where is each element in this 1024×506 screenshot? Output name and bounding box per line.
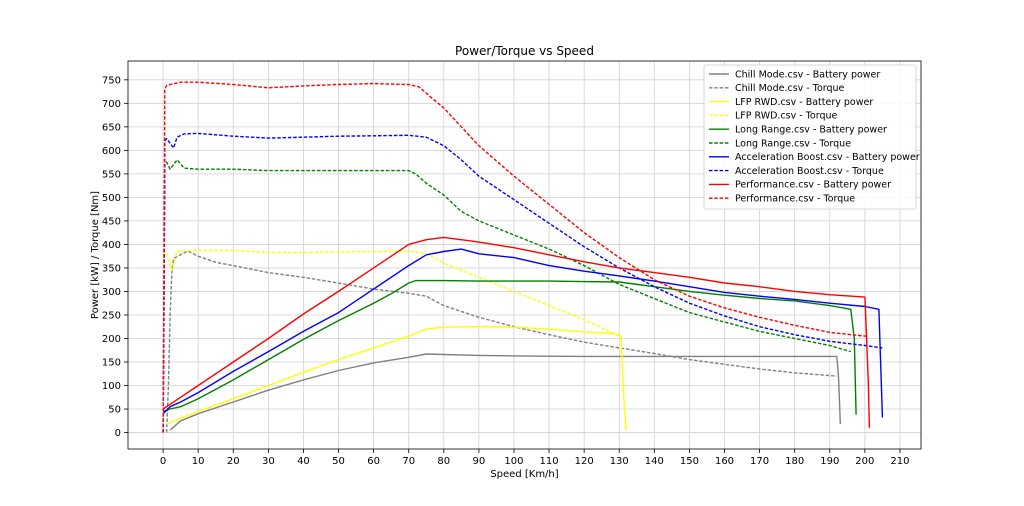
legend-box: [703, 64, 917, 210]
x-tick-label: 90: [473, 456, 486, 467]
y-tick-label: 450: [102, 216, 121, 227]
legend-entry: Performance.csv - Battery power: [735, 180, 891, 191]
x-tick-label: 170: [750, 456, 769, 467]
y-tick-label: 400: [102, 240, 121, 251]
y-tick-label: 550: [102, 169, 121, 180]
series-line-3: [166, 326, 627, 431]
y-axis-label: Power [kW] / Torque [Nm]: [90, 191, 101, 319]
y-tick-label: 700: [102, 99, 121, 110]
x-tick-label: 180: [785, 456, 804, 467]
y-tick-label: 600: [102, 146, 121, 157]
x-tick-label: 110: [540, 456, 559, 467]
y-tick-label: 250: [102, 310, 121, 321]
x-tick-label: 80: [437, 456, 450, 467]
y-tick-label: 200: [102, 334, 121, 345]
series-line-8: [162, 132, 883, 433]
legend-entry: Chill Mode.csv - Battery power: [735, 69, 880, 80]
x-tick-label: 10: [192, 456, 205, 467]
x-tick-label: 120: [575, 456, 594, 467]
x-tick-label: 50: [332, 456, 345, 467]
y-tick-label: 150: [102, 357, 121, 368]
y-tick-label: 750: [102, 75, 121, 86]
y-tick-label: 350: [102, 263, 121, 274]
x-tick-label: 60: [367, 456, 380, 467]
series-line-9: [162, 236, 871, 428]
series-line-10: [162, 81, 869, 433]
legend: Chill Mode.csv - Battery power Chill Mode…: [703, 64, 920, 210]
legend-entry: Chill Mode.csv - Torque: [735, 83, 845, 94]
legend-entry: Acceleration Boost.csv - Torque: [735, 166, 884, 177]
series-lines: [162, 81, 884, 433]
x-tick-label: 130: [610, 456, 629, 467]
legend-entry: LFP RWD.csv - Battery power: [735, 97, 873, 108]
series-line-5: [162, 279, 857, 415]
y-tick-label: 500: [102, 193, 121, 204]
x-tick-label: 70: [402, 456, 415, 467]
x-tick-label: 190: [820, 456, 839, 467]
x-tick-label: 40: [297, 456, 310, 467]
series-line-1: [169, 353, 841, 431]
y-tick-label: 100: [102, 381, 121, 392]
axis-ticks: 0 10 20 30 40 50 60 70 80 90 100 110 120 130 140 150 160…: [102, 75, 910, 467]
x-tick-label: 20: [227, 456, 240, 467]
legend-entry: Long Range.csv - Battery power: [735, 125, 887, 136]
x-tick-label: 200: [855, 456, 874, 467]
y-tick-label: 300: [102, 287, 121, 298]
x-tick-label: 100: [504, 456, 523, 467]
legend-entry: Performance.csv - Torque: [735, 194, 855, 205]
x-tick-label: 160: [715, 456, 734, 467]
legend-entry: Acceleration Boost.csv - Battery power: [735, 152, 920, 163]
y-tick-label: 50: [108, 405, 121, 416]
x-tick-label: 140: [645, 456, 664, 467]
chart-title: Power/Torque vs Speed: [455, 44, 594, 58]
x-tick-label: 30: [262, 456, 275, 467]
x-axis-label: Speed [Km/h]: [490, 469, 558, 480]
series-line-6: [162, 159, 851, 433]
x-tick-label: 0: [160, 456, 166, 467]
plot-frame: [127, 60, 922, 450]
legend-entry: Long Range.csv - Torque: [735, 138, 851, 149]
x-tick-label: 150: [680, 456, 699, 467]
y-tick-label: 0: [115, 428, 121, 439]
x-tick-label: 210: [890, 456, 909, 467]
series-line-7: [162, 248, 884, 418]
series-line-2: [165, 250, 837, 433]
y-tick-label: 650: [102, 122, 121, 133]
legend-entry: LFP RWD.csv - Torque: [735, 111, 838, 122]
